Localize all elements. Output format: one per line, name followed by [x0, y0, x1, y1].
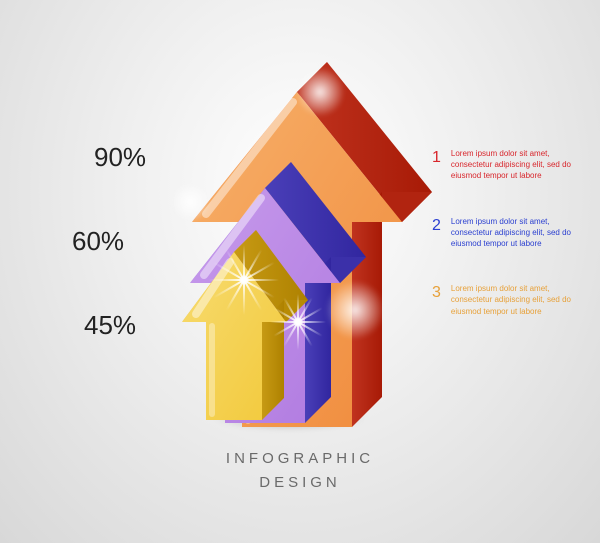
- percent-label-45: 45%: [84, 310, 136, 341]
- legend-text: Lorem ipsum dolor sit amet, consectetur …: [451, 148, 572, 182]
- infographic-stage: 90% 60% 45% 1 Lorem ipsum dolor sit amet,…: [0, 0, 600, 543]
- title-line-1: INFOGRAPHIC: [0, 447, 600, 471]
- lens-flare: [325, 280, 385, 340]
- legend-item-1: 1 Lorem ipsum dolor sit amet, consectetur…: [432, 148, 572, 182]
- footer-title: INFOGRAPHIC DESIGN: [0, 447, 600, 495]
- legend-num: 2: [432, 216, 441, 250]
- legend-text: Lorem ipsum dolor sit amet, consectetur …: [451, 283, 572, 317]
- percent-label-90: 90%: [94, 142, 146, 173]
- lens-flare: [295, 67, 345, 117]
- title-line-2: DESIGN: [0, 471, 600, 495]
- legend-item-3: 3 Lorem ipsum dolor sit amet, consectetur…: [432, 283, 572, 317]
- arrow-group: [150, 60, 410, 420]
- legend: 1 Lorem ipsum dolor sit amet, consectetur…: [432, 148, 572, 351]
- lens-flare: [170, 182, 210, 222]
- percent-label-60: 60%: [72, 226, 124, 257]
- arrow-small-yellow: [180, 228, 310, 422]
- legend-item-2: 2 Lorem ipsum dolor sit amet, consectetur…: [432, 216, 572, 250]
- legend-num: 3: [432, 283, 441, 317]
- legend-text: Lorem ipsum dolor sit amet, consectetur …: [451, 216, 572, 250]
- legend-num: 1: [432, 148, 441, 182]
